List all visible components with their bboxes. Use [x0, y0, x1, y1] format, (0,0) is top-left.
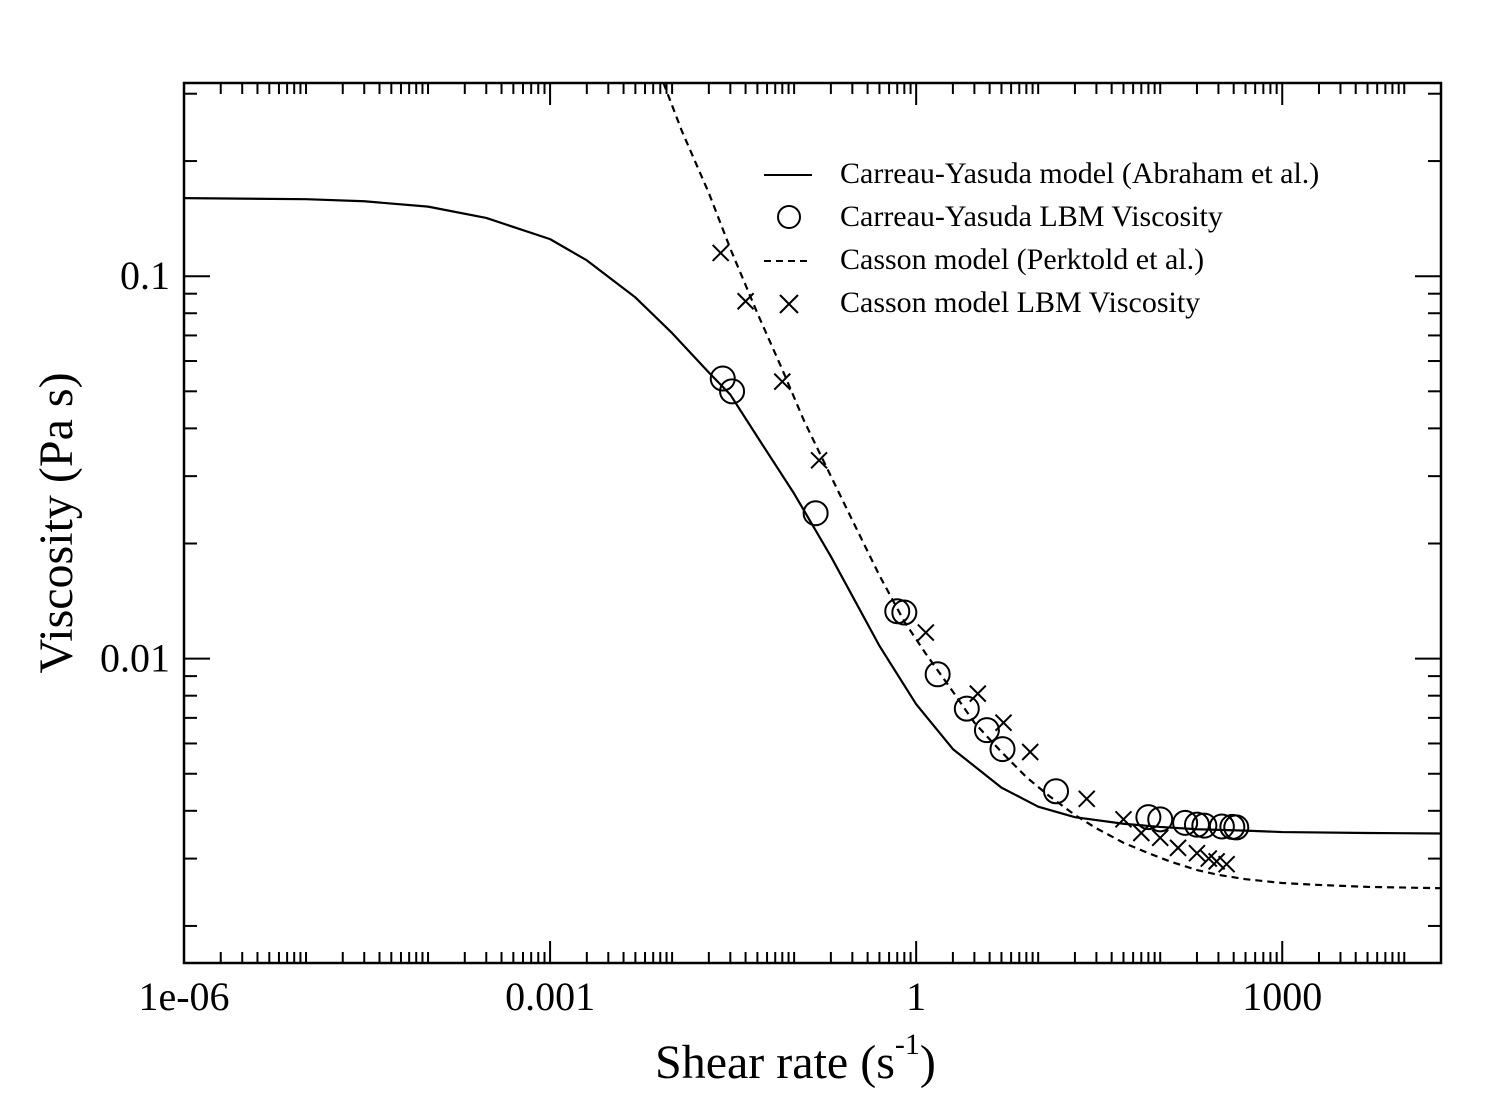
carreau-lbm-point	[1147, 806, 1174, 833]
carreau-lbm-point	[953, 695, 980, 722]
casson-lbm-point	[810, 451, 828, 470]
casson-lbm-point	[1151, 829, 1169, 847]
carreau-lbm-point	[891, 599, 918, 626]
casson-lbm-point	[1207, 852, 1226, 871]
legend-label-casson-lbm: Casson model LBM Viscosity	[840, 286, 1200, 319]
x-axis-title: Shear rate (s-1)	[655, 1028, 936, 1089]
carreau-lbm-point	[719, 378, 746, 405]
casson-lbm-point	[1188, 844, 1206, 862]
casson-lbm-point	[711, 244, 730, 262]
plot-frame	[182, 81, 1443, 965]
series-layer	[184, 83, 1441, 890]
casson-lbm-point	[994, 713, 1013, 732]
legend-x-marker-icon	[779, 294, 799, 314]
carreau-lbm-point	[1208, 813, 1235, 840]
x-tick-label: 1000	[1242, 974, 1322, 1019]
casson-lbm-point	[969, 684, 987, 703]
y-axis-title: Viscosity (Pa s)	[30, 372, 83, 673]
legend-label-casson-model: Casson model (Perktold et al.)	[840, 243, 1204, 276]
casson-lbm-point	[917, 623, 935, 642]
carreau-yasuda-model-line	[184, 197, 1441, 835]
casson-lbm-point	[1169, 839, 1187, 857]
legend-circle-marker-icon	[777, 205, 801, 229]
x-tick-label: 1e-06	[138, 974, 229, 1019]
x-axis-title-close: )	[920, 1036, 936, 1089]
y-tick-label: 0.01	[100, 636, 170, 681]
x-axis-title-sup: -1	[895, 1028, 920, 1061]
casson-lbm-point	[736, 292, 755, 310]
casson-lbm-point	[1021, 743, 1039, 761]
carreau-lbm-point	[1172, 809, 1199, 836]
x-tick-label: 0.001	[505, 974, 595, 1019]
ticks-layer	[183, 83, 1442, 963]
carreau-lbm-point	[709, 365, 736, 392]
casson-lbm-point	[773, 372, 792, 391]
carreau-lbm-point	[1223, 814, 1250, 841]
casson-model-line	[662, 83, 1441, 890]
tick-labels-layer: 1e-06 0.001 1 1000 0.1 0.01	[100, 253, 1322, 1019]
legend-label-carreau-model: Carreau-Yasuda model (Abraham et al.)	[840, 157, 1319, 190]
casson-lbm-point	[1132, 824, 1151, 842]
casson-lbm-point	[1217, 855, 1236, 873]
x-axis-title-main: Shear rate (s	[655, 1036, 895, 1089]
carreau-lbm-point	[989, 736, 1016, 763]
legend-label-carreau-lbm: Carreau-Yasuda LBM Viscosity	[840, 200, 1223, 233]
carreau-lbm-point	[1191, 812, 1218, 839]
carreau-lbm-point	[973, 717, 1000, 744]
y-tick-label: 0.1	[120, 253, 170, 298]
carreau-lbm-point	[924, 661, 951, 688]
casson-lbm-point	[1078, 790, 1096, 808]
x-tick-label: 1	[906, 974, 926, 1019]
carreau-lbm-point	[1043, 778, 1070, 805]
carreau-lbm-point	[1183, 811, 1210, 838]
carreau-lbm-point	[802, 500, 829, 527]
casson-lbm-point	[1114, 810, 1133, 829]
legend: Carreau-Yasuda model (Abraham et al.) Ca…	[764, 157, 1319, 319]
carreau-lbm-point	[1135, 804, 1162, 831]
